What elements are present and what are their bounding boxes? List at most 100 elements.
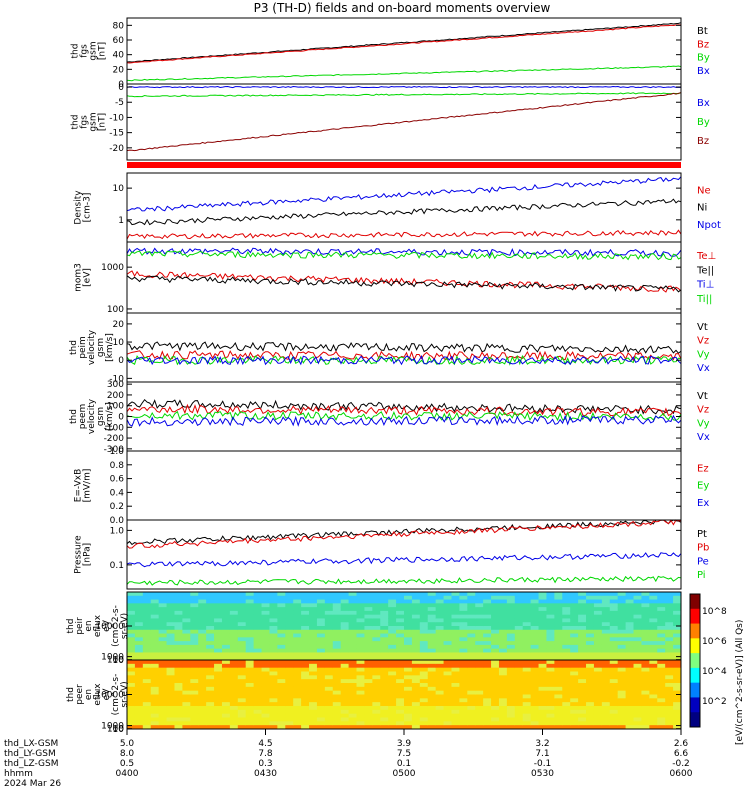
heatmap-cell (625, 683, 635, 688)
heatmap-cell (657, 694, 666, 699)
heatmap-cell (633, 702, 642, 707)
heatmap-cell (435, 592, 445, 597)
heatmap-cell (633, 698, 642, 703)
heatmap-cell (221, 622, 231, 627)
heatmap-cell (206, 626, 215, 631)
heatmap-cell (617, 607, 627, 612)
heatmap-cell (316, 592, 326, 597)
heatmap-cell (609, 660, 619, 665)
heatmap-cell (475, 656, 484, 661)
heatmap-cell (253, 603, 263, 608)
heatmap-cell (673, 644, 682, 650)
heatmap-cell (332, 603, 342, 608)
y-tick-label: 10000 (95, 691, 124, 701)
heatmap-cell (491, 610, 500, 616)
heatmap-cell (538, 671, 547, 676)
heatmap-cell (324, 679, 334, 684)
heatmap-cell (332, 679, 342, 684)
heatmap-cell (443, 603, 452, 608)
heatmap-cell (467, 702, 476, 707)
heatmap-cell (506, 618, 516, 623)
heatmap-cell (332, 607, 342, 612)
heatmap-cell (570, 652, 579, 657)
heatmap-cell (411, 690, 421, 695)
heatmap-cell (554, 663, 563, 669)
heatmap-cell (538, 690, 547, 695)
heatmap-cell (174, 717, 183, 722)
heatmap-cell (372, 610, 381, 616)
heatmap-cell (142, 706, 152, 711)
heatmap-cell (522, 721, 532, 726)
heatmap-cell (491, 626, 500, 631)
series-label: Bt (697, 26, 708, 37)
heatmap-cell (475, 694, 484, 699)
heatmap-cell (301, 694, 310, 699)
heatmap-cell (198, 686, 207, 692)
heatmap-cell (285, 660, 294, 665)
heatmap-cell (514, 717, 524, 722)
heatmap-cell (459, 683, 468, 688)
heatmap-cell (443, 626, 452, 631)
heatmap-cell (372, 721, 381, 726)
heatmap-cell (340, 592, 350, 597)
heatmap-cell (356, 660, 365, 665)
heatmap-cell (396, 675, 405, 680)
heatmap-cell (190, 671, 199, 676)
heatmap-cell (514, 610, 524, 616)
heatmap-cell (332, 686, 342, 692)
heatmap-cell (293, 592, 302, 597)
heatmap-cell (206, 698, 215, 703)
series-label: Vt (697, 391, 708, 402)
heatmap-cell (324, 644, 334, 650)
heatmap-cell (214, 667, 223, 672)
heatmap-cell (435, 706, 445, 711)
heatmap-cell (419, 686, 429, 692)
heatmap-cell (134, 633, 144, 638)
heatmap-cell (451, 595, 460, 601)
heatmap-cell (388, 614, 397, 619)
heatmap-cell (174, 683, 183, 688)
heatmap-cell (435, 721, 445, 726)
heatmap-cell (316, 648, 326, 653)
heatmap-cell (633, 717, 642, 722)
heatmap-cell (356, 618, 365, 623)
heatmap-cell (641, 644, 650, 650)
heatmap-cell (127, 644, 136, 650)
heatmap-cell (269, 706, 278, 711)
heatmap-cell (174, 706, 183, 711)
heatmap-cell (324, 648, 334, 653)
heatmap-cell (522, 706, 532, 711)
heatmap-cell (285, 603, 294, 608)
heatmap-cell (293, 660, 302, 665)
heatmap-cell (261, 683, 270, 688)
heatmap-cell (127, 675, 136, 680)
heatmap-cell (578, 592, 587, 597)
heatmap-cell (229, 648, 239, 653)
heatmap-cell (673, 679, 682, 684)
heatmap-cell (134, 721, 144, 726)
y-label-line: fgs (80, 44, 90, 58)
heatmap-cell (182, 656, 191, 661)
y-label-line: peim (78, 336, 88, 359)
heatmap-cell (641, 667, 650, 672)
heatmap-cell (530, 721, 540, 726)
heatmap-cell (483, 614, 492, 619)
heatmap-cell (498, 667, 508, 672)
heatmap-cell (435, 686, 445, 692)
heatmap-cell (245, 721, 255, 726)
heatmap-cell (609, 709, 619, 715)
heatmap-cell (427, 626, 437, 631)
heatmap-cell (617, 679, 627, 684)
heatmap-cell (348, 595, 358, 601)
heatmap-cell (261, 644, 270, 650)
heatmap-cell (127, 713, 136, 718)
heatmap-cell (285, 652, 294, 657)
heatmap-cell (475, 614, 484, 619)
heatmap-cell (245, 706, 255, 711)
heatmap-cell (174, 610, 183, 616)
heatmap-cell (475, 683, 484, 688)
y-tick-label: -10 (109, 374, 124, 384)
heatmap-cell (380, 671, 389, 676)
heatmap-cell (158, 721, 168, 726)
heatmap-cell (593, 679, 603, 684)
